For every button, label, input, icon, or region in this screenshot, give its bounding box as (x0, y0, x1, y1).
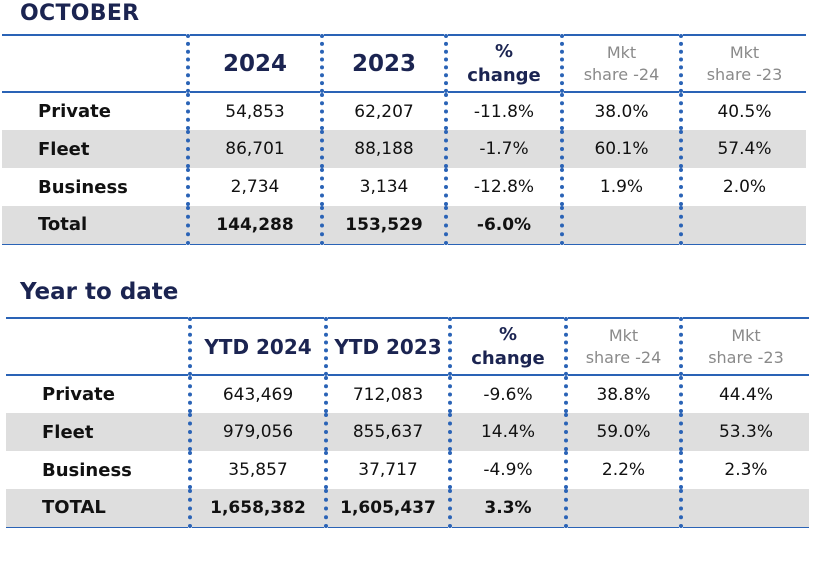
october-title: OCTOBER (20, 1, 140, 26)
value-share-24: 1.9% (560, 168, 681, 206)
value-share-23: 2.3% (679, 451, 809, 489)
header-label-cell (2, 35, 188, 93)
value-share-23: 57.4% (679, 130, 806, 168)
value-pct-change: -9.6% (448, 375, 566, 413)
header-mkt24-line1: Mkt (608, 325, 639, 345)
ytd-table: YTD 2024 YTD 2023 % change Mkt share -24… (6, 317, 809, 528)
header-2023: 2023 (320, 35, 446, 93)
row-label: Total (2, 206, 188, 244)
table-row: Private 54,853 62,207 -11.8% 38.0% 40.5% (2, 92, 806, 130)
header-pct-change: % change (448, 318, 566, 376)
header-mkt23-line2: share -23 (708, 347, 784, 367)
value-share-23: 53.3% (679, 413, 809, 451)
table-row: Business 35,857 37,717 -4.9% 2.2% 2.3% (6, 451, 809, 489)
header-mkt-share-24: Mkt share -24 (560, 35, 681, 93)
value-share-23 (679, 206, 806, 244)
header-mkt24-line1: Mkt (606, 42, 637, 62)
value-ytd-2024: 979,056 (188, 413, 326, 451)
value-share-24 (564, 489, 681, 527)
value-2023: 153,529 (320, 206, 446, 244)
total-row: Total 144,288 153,529 -6.0% (2, 206, 806, 244)
october-table: 2024 2023 % change Mkt share -24 Mkt sha… (2, 34, 806, 245)
row-label: TOTAL (6, 489, 190, 527)
row-label: Private (38, 101, 111, 122)
value-2023: 3,134 (320, 168, 446, 206)
header-mkt-share-24: Mkt share -24 (564, 318, 681, 376)
value-share-23 (679, 489, 809, 527)
value-share-24: 2.2% (564, 451, 681, 489)
value-2024: 86,701 (186, 130, 322, 168)
value-ytd-2023: 1,605,437 (324, 489, 450, 527)
value-ytd-2024: 1,658,382 (188, 489, 326, 527)
value-pct-change: -1.7% (444, 130, 562, 168)
header-mkt23-line1: Mkt (731, 325, 761, 345)
value-share-23: 2.0% (679, 168, 806, 206)
value-pct-change: -4.9% (448, 451, 566, 489)
value-share-24: 38.0% (560, 92, 681, 130)
table-row: Private 643,469 712,083 -9.6% 38.8% 44.4… (6, 375, 809, 413)
value-2024: 144,288 (186, 206, 322, 244)
header-mkt23-line2: share -23 (706, 64, 783, 84)
value-pct-change: 3.3% (448, 489, 566, 527)
ytd-title: Year to date (20, 279, 179, 305)
value-ytd-2023: 855,637 (324, 413, 450, 451)
header-label-cell (6, 318, 190, 376)
value-pct-change: -11.8% (444, 92, 562, 130)
value-ytd-2023: 712,083 (324, 375, 450, 413)
header-mkt24-line2: share -24 (585, 347, 662, 367)
value-2024: 54,853 (186, 92, 322, 130)
value-pct-change: 14.4% (448, 413, 566, 451)
row-label: Business (42, 459, 132, 481)
value-2023: 88,188 (320, 130, 446, 168)
table-row: Fleet 979,056 855,637 14.4% 59.0% 53.3% (6, 413, 809, 451)
value-pct-change: -6.0% (444, 206, 562, 244)
header-pct-line2: change (467, 64, 541, 86)
value-share-23: 44.4% (679, 375, 809, 413)
value-2023: 62,207 (320, 92, 446, 130)
header-mkt-share-23: Mkt share -23 (679, 318, 809, 376)
total-row: TOTAL 1,658,382 1,605,437 3.3% (6, 489, 809, 527)
value-2024: 2,734 (186, 168, 322, 206)
table-row: Fleet 86,701 88,188 -1.7% 60.1% 57.4% (2, 130, 806, 168)
value-ytd-2024: 35,857 (188, 451, 326, 489)
header-ytd-2023: YTD 2023 (324, 318, 450, 376)
header-ytd-2024: YTD 2024 (188, 318, 326, 376)
value-share-24: 60.1% (560, 130, 681, 168)
value-pct-change: -12.8% (444, 168, 562, 206)
row-label: Private (42, 384, 115, 405)
header-pct-change: % change (444, 35, 562, 93)
header-pct-line1: % (498, 324, 518, 346)
header-2024: 2024 (186, 35, 322, 93)
header-pct-line1: % (494, 41, 514, 63)
value-share-23: 40.5% (679, 92, 806, 130)
header-pct-line2: change (471, 347, 545, 369)
october-header-row: 2024 2023 % change Mkt share -24 Mkt sha… (2, 35, 806, 93)
row-label: Fleet (6, 413, 190, 451)
value-ytd-2023: 37,717 (324, 451, 450, 489)
row-label: Fleet (2, 130, 188, 168)
table-row: Business 2,734 3,134 -12.8% 1.9% 2.0% (2, 168, 806, 206)
value-share-24: 38.8% (564, 375, 681, 413)
value-ytd-2024: 643,469 (188, 375, 326, 413)
ytd-header-row: YTD 2024 YTD 2023 % change Mkt share -24… (6, 318, 809, 376)
value-share-24 (560, 206, 681, 244)
header-mkt23-line1: Mkt (729, 42, 760, 62)
row-label: Business (38, 176, 128, 198)
value-share-24: 59.0% (564, 413, 681, 451)
header-mkt-share-23: Mkt share -23 (679, 35, 806, 93)
header-mkt24-line2: share -24 (583, 64, 660, 84)
